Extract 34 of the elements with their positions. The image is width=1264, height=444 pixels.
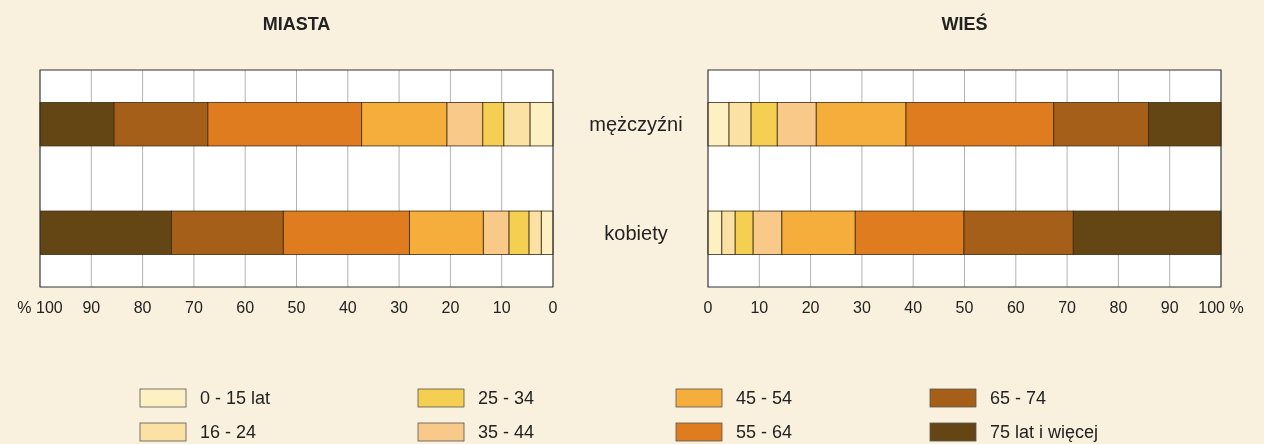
chart-title: MIASTA: [262, 14, 331, 34]
x-tick-label: 70: [1058, 299, 1077, 316]
x-tick-label: 30: [853, 299, 871, 316]
x-tick-label: 20: [801, 299, 820, 316]
legend-label: 35 - 44: [478, 422, 535, 442]
legend-label: 65 - 74: [990, 388, 1047, 408]
legend-label: 16 - 24: [200, 422, 257, 442]
legend-label: 55 - 64: [736, 422, 793, 442]
x-tick-label: % 100: [17, 299, 63, 316]
x-tick-label: 70: [185, 299, 203, 316]
x-tick-label: 50: [955, 299, 974, 316]
legend-label: 45 - 54: [736, 388, 793, 408]
x-tick-label: 50: [287, 299, 306, 316]
x-tick-label: 80: [1109, 299, 1128, 316]
x-tick-label: 10: [750, 299, 769, 316]
x-tick-label: 40: [904, 299, 923, 316]
y-tick-label: kobiety: [604, 221, 668, 244]
legend-label: 75 lat i więcej: [990, 422, 1099, 442]
legend-label: 25 - 34: [478, 388, 535, 408]
chart-title: WIEŚ: [941, 13, 988, 34]
x-tick-label: 100 %: [1198, 299, 1244, 316]
x-tick-label: 60: [1006, 299, 1025, 316]
x-tick-label: 90: [82, 299, 101, 316]
legend-label: 0 - 15 lat: [200, 388, 271, 408]
x-tick-label: 30: [390, 299, 409, 316]
x-tick-label: 40: [338, 299, 357, 316]
y-tick-label: mężczyźni: [589, 113, 683, 136]
x-tick-label: 20: [441, 299, 460, 316]
x-tick-label: 10: [492, 299, 511, 316]
x-tick-label: 80: [133, 299, 152, 316]
x-tick-label: 0: [548, 299, 558, 316]
x-tick-label: 60: [236, 299, 255, 316]
x-tick-label: 90: [1160, 299, 1179, 316]
x-tick-label: 0: [703, 299, 713, 316]
